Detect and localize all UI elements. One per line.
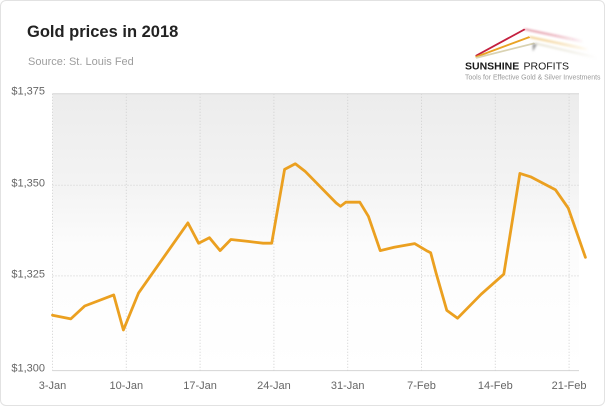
svg-text:$1,325: $1,325	[11, 269, 45, 281]
svg-text:$1,375: $1,375	[11, 86, 45, 98]
svg-text:$1,300: $1,300	[11, 363, 45, 375]
svg-text:17-Jan: 17-Jan	[183, 380, 217, 392]
svg-text:$1,350: $1,350	[11, 178, 45, 190]
svg-text:3-Jan: 3-Jan	[39, 380, 67, 392]
svg-text:21-Feb: 21-Feb	[552, 380, 587, 392]
svg-text:24-Jan: 24-Jan	[257, 380, 291, 392]
svg-text:10-Jan: 10-Jan	[109, 380, 143, 392]
svg-text:PROFITS: PROFITS	[524, 61, 570, 73]
svg-text:7-Feb: 7-Feb	[407, 380, 436, 392]
svg-text:14-Feb: 14-Feb	[478, 380, 513, 392]
svg-text:31-Jan: 31-Jan	[331, 380, 365, 392]
svg-text:Tools for Effective Gold & Sil: Tools for Effective Gold & Silver Invest…	[465, 74, 601, 81]
svg-text:SUNSHINE: SUNSHINE	[465, 61, 519, 73]
